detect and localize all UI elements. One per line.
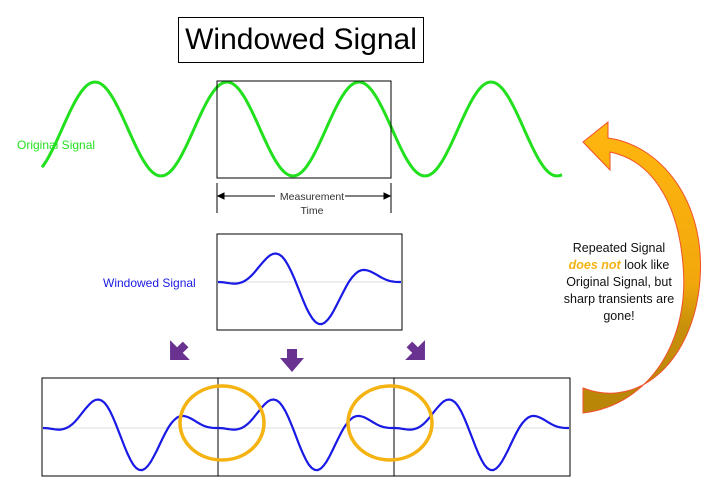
note-before: Repeated Signal bbox=[572, 241, 666, 255]
page-title: Windowed Signal bbox=[178, 17, 424, 63]
repeated-signal-box bbox=[41, 377, 571, 477]
windowed-signal-box bbox=[216, 233, 403, 331]
transition-highlight-circle-2 bbox=[346, 384, 434, 462]
original-signal-label: Original Signal bbox=[17, 138, 96, 152]
original-signal-wave bbox=[40, 80, 563, 178]
windowed-signal-label: Windowed Signal bbox=[103, 276, 196, 290]
note-emphasis: does not bbox=[568, 258, 621, 272]
arrow-down-icon bbox=[280, 349, 304, 372]
transition-highlight-circle-1 bbox=[178, 384, 266, 462]
measurement-label-line2: Time bbox=[300, 205, 324, 217]
repeated-signal-wave bbox=[42, 398, 569, 472]
note-after: look like Original Signal, but sharp tra… bbox=[563, 258, 675, 323]
arrow-down-right-icon bbox=[405, 340, 425, 360]
windowed-signal-wave bbox=[217, 252, 401, 326]
measurement-time-label: Measurement Time bbox=[262, 190, 362, 218]
measurement-window-box bbox=[216, 80, 392, 179]
measurement-label-line1: Measurement bbox=[279, 191, 345, 203]
measurement-time-dimension bbox=[216, 183, 392, 213]
curved-return-arrow-icon bbox=[582, 120, 702, 414]
purple-arrows bbox=[170, 340, 425, 372]
explanation-note: Repeated Signal does not look like Origi… bbox=[560, 240, 678, 325]
arrow-down-left-icon bbox=[170, 340, 190, 360]
